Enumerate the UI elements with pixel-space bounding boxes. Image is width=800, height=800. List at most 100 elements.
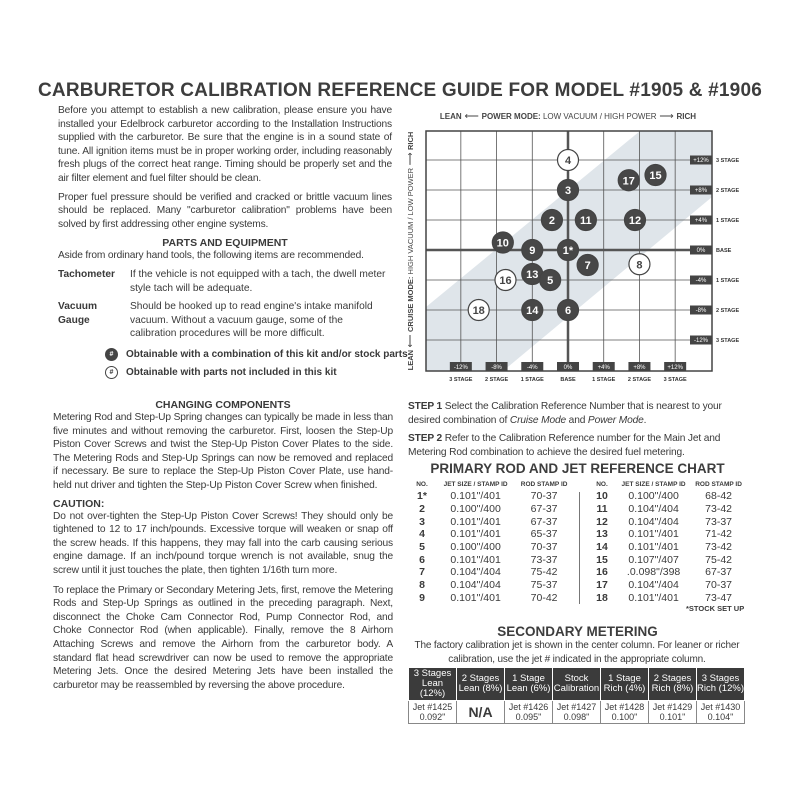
t: 3 Stages — [413, 668, 452, 679]
table-cell: 0.101"/401 — [628, 528, 679, 541]
table-cell: 0.101"/401 — [450, 591, 501, 604]
x-tick-value: +8% — [633, 365, 646, 371]
rich: RICH — [677, 112, 697, 121]
column-header: 3 Stages Rich (12%) — [696, 667, 745, 701]
changing-heading: CHANGING COMPONENTS — [155, 399, 291, 411]
t: Lean (8%) — [458, 683, 503, 694]
calibration-point-label: 12 — [629, 215, 641, 227]
calibration-point-label: 7 — [585, 260, 591, 272]
calibration-point-16 — [494, 268, 517, 292]
t: POWER MODE: — [482, 112, 541, 121]
t: . — [643, 414, 647, 426]
left-column-bottom: CHANGING COMPONENTS Metering Rod and Ste… — [53, 399, 393, 692]
steps: STEP 1 Select the Calibration Reference … — [408, 400, 738, 459]
table-cell: 73-37 — [530, 553, 558, 566]
y-tick-stage: 1 STAGE — [716, 278, 739, 284]
t: Jet #1426 — [508, 702, 549, 712]
y-tick-box — [690, 305, 712, 315]
step-2: STEP 2 Refer to the Calibration Referenc… — [408, 432, 738, 459]
table-cell: Jet #1426 0.095" — [504, 700, 553, 724]
parts-lead: Aside from ordinary hand tools, the foll… — [58, 250, 364, 262]
table-cell: .0.098"/398 — [626, 566, 681, 579]
column-header: JET SIZE / STAMP ID — [621, 480, 686, 488]
calibration-point-label: 1* — [563, 245, 574, 257]
x-tick-value: -4% — [527, 365, 538, 371]
legend-filled: # Obtainable with a combination of this k… — [105, 346, 408, 362]
x-tick-stage: 3 STAGE — [449, 377, 472, 383]
x-tick-value: +4% — [598, 365, 611, 371]
calibration-point-label: 4 — [565, 155, 572, 167]
calibration-point-2 — [540, 208, 564, 232]
y-tick-value: +12% — [693, 158, 709, 164]
table-cell: 6 — [419, 553, 425, 566]
x-tick-stage: 2 STAGE — [485, 377, 508, 383]
table-row: 6 0.101"/401 73-37 — [408, 553, 573, 566]
t: 2 Stages — [653, 673, 692, 684]
rich: RICH — [406, 132, 415, 150]
table-cell: Jet #1427 0.098" — [552, 700, 601, 724]
t: 1 Stage — [512, 673, 545, 684]
intro-paragraph: Before you attempt to establish a new ca… — [58, 105, 392, 184]
table-cell: 18 — [596, 591, 608, 604]
column-header: 1 Stage Rich (4%) — [600, 667, 649, 701]
calibration-point-label: 17 — [623, 175, 635, 187]
t: 0.100" — [611, 712, 638, 722]
y-tick-value: +8% — [695, 188, 708, 194]
table-cell: 73-42 — [705, 503, 733, 516]
calibration-point-label: 8 — [636, 259, 642, 271]
column-header: JET SIZE / STAMP ID — [443, 480, 508, 488]
table-cell-na: N/A — [456, 700, 505, 724]
column-header: 3 Stages Lean (12%) — [408, 667, 457, 701]
column-header: 2 Stages Lean (8%) — [456, 667, 505, 701]
column-header: 2 Stages Rich (8%) — [648, 667, 697, 701]
t: Jet #1430 — [700, 702, 741, 712]
x-tick-box — [592, 362, 615, 371]
table-row: 4 0.101"/401 65-37 — [408, 528, 573, 541]
legend: # Obtainable with a combination of this k… — [105, 346, 408, 380]
t: Cruise Mode — [509, 414, 566, 426]
table-row: 3 0.101"/401 67-37 — [408, 515, 573, 528]
table-cell: 8 — [419, 578, 425, 591]
column-header: ROD STAMP ID — [695, 480, 742, 488]
t: Lean (12%) — [419, 678, 446, 699]
table-cell: 4 — [419, 528, 425, 541]
table-cell: 0.100"/400 — [450, 503, 501, 516]
table-row: 10 0.100"/400 68-42 — [588, 490, 746, 503]
calibration-point-label: 6 — [565, 305, 571, 317]
column-header: NO. — [416, 480, 428, 488]
def-tachometer: Tachometer If the vehicle is not equipped… — [58, 268, 392, 295]
calibration-point-4 — [556, 148, 580, 172]
table-cell: 75-42 — [530, 566, 558, 579]
table-cell: 0.101"/401 — [450, 553, 501, 566]
table-row: 5 0.100"/400 70-37 — [408, 541, 573, 554]
y-tick-stage: 2 STAGE — [716, 188, 739, 194]
table-cell: 0.101"/401 — [450, 490, 501, 503]
table-cell: 10 — [596, 490, 608, 503]
caution-label: CAUTION: — [53, 497, 105, 510]
y-tick-stage: 3 STAGE — [716, 158, 739, 164]
legend-label: Obtainable with a combination of this ki… — [126, 348, 408, 360]
table-cell: 73-47 — [705, 591, 733, 604]
t: Calibration — [553, 683, 600, 694]
calibration-point-label: 5 — [547, 275, 553, 287]
table-cell: 73-37 — [705, 515, 733, 528]
calibration-point-5 — [539, 268, 562, 292]
column-header: NO. — [596, 480, 608, 488]
calibration-point-label: 9 — [529, 245, 535, 257]
table-row: 18 0.101"/401 73-47 — [588, 591, 746, 604]
calibration-point-17 — [617, 169, 640, 192]
step-label: STEP 2 — [408, 433, 443, 445]
y-tick-stage: 2 STAGE — [716, 308, 739, 314]
table-cell: 67-37 — [530, 515, 558, 528]
table-cell: 2 — [419, 503, 425, 516]
filled-circle-icon: # — [105, 347, 118, 361]
calibration-point-label: 3 — [565, 185, 571, 197]
primary-title: PRIMARY ROD AND JET REFERENCE CHART — [430, 461, 725, 476]
t: and — [566, 414, 588, 426]
table-cell: 11 — [596, 503, 608, 516]
x-tick-box — [557, 362, 579, 371]
secondary-desc: The factory calibration jet is shown in … — [414, 640, 740, 665]
calibration-point-10 — [491, 231, 514, 254]
desc: Should be hooked up to read engine's int… — [130, 301, 373, 340]
x-tick-value: -12% — [454, 365, 469, 371]
